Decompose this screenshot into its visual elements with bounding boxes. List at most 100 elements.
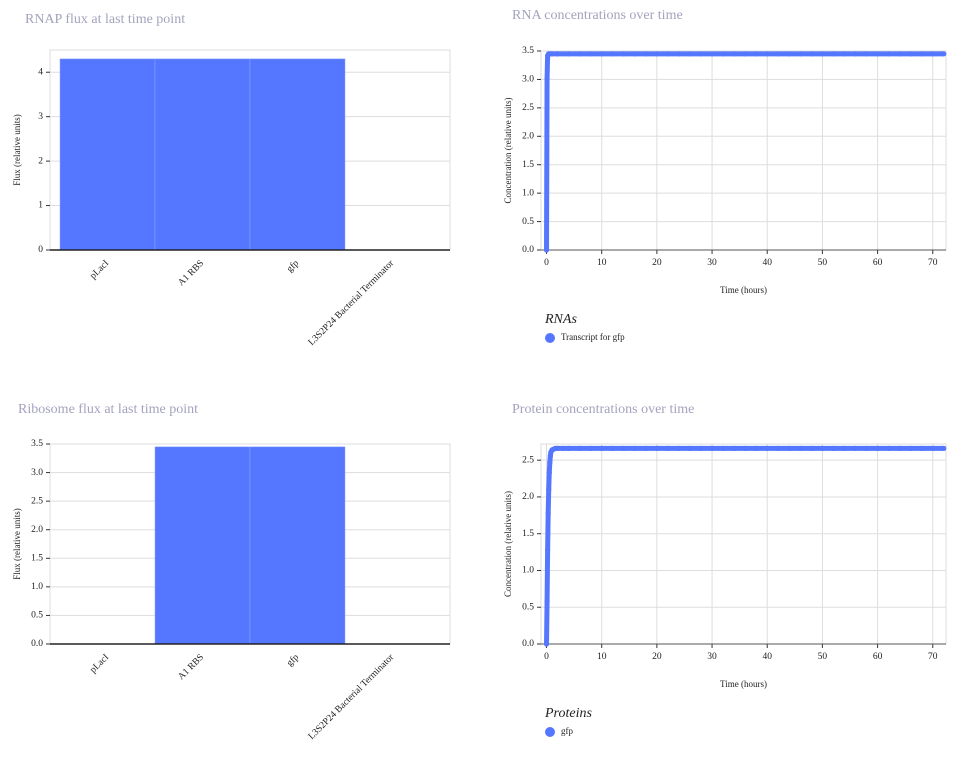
x-tick-label: 50 [818, 258, 828, 268]
y-axis-label: Concentration (relative units) [503, 491, 513, 597]
data-point [930, 445, 936, 452]
y-tick-label: 0.0 [522, 639, 534, 649]
data-point [830, 445, 837, 452]
x-tick-label: 70 [928, 258, 938, 268]
data-point [863, 445, 870, 452]
x-axis-label: Time (hours) [720, 285, 767, 295]
y-tick-label: 3.0 [31, 468, 43, 478]
data-point [560, 445, 566, 452]
data-point [897, 445, 903, 452]
chart-title: Ribosome flux at last time point [18, 402, 198, 417]
data-point [919, 51, 925, 57]
bar [154, 58, 251, 251]
data-point [687, 51, 693, 57]
legend-label: Transcript for gfp [561, 332, 625, 342]
y-tick-label: 2.0 [522, 131, 534, 141]
chart: RNA concentrations over time 0.0 0.5 1.0 1.5… [503, 8, 947, 343]
bar [59, 58, 156, 251]
y-tick-label: 1.0 [522, 566, 534, 576]
data-point [819, 51, 826, 57]
chart: Ribosome flux at last time point 0.0 0.5 1.… [12, 402, 451, 742]
legend-title: Proteins [544, 706, 592, 721]
y-axis-label: Flux (relative units) [12, 114, 22, 186]
x-tick-label: 10 [597, 258, 607, 268]
data-point [588, 51, 594, 57]
y-tick-label: 0 [38, 245, 43, 255]
data-point [930, 51, 936, 57]
data-point [621, 445, 627, 452]
x-tick-label: 0 [544, 258, 549, 268]
data-point [544, 598, 550, 604]
data-point [676, 445, 682, 452]
data-point [764, 51, 770, 57]
data-point [797, 445, 803, 452]
x-tick-label: 60 [873, 258, 883, 268]
y-tick-label: 1.5 [31, 553, 43, 563]
y-tick-label: 1.5 [522, 529, 534, 539]
x-tick-label: A1 RBS [177, 259, 207, 289]
data-point [698, 445, 704, 452]
y-tick-label: 3 [38, 112, 43, 122]
data-point [731, 51, 737, 57]
data-point [588, 445, 594, 452]
x-tick-label: 50 [818, 652, 828, 662]
series-line [544, 51, 944, 251]
data-point [545, 510, 551, 516]
data-point [941, 445, 947, 452]
x-tick-label: 30 [707, 258, 717, 268]
y-tick-label: 2.0 [31, 525, 43, 535]
data-point [919, 445, 925, 452]
data-point [709, 51, 715, 57]
x-tick-label: 60 [873, 652, 883, 662]
data-point [874, 445, 881, 452]
bar [249, 58, 346, 251]
x-tick-label: 30 [707, 652, 717, 662]
data-point [819, 445, 826, 452]
y-tick-label: 0.5 [522, 602, 534, 612]
x-tick-label: pLacI [88, 259, 111, 282]
y-tick-label: 3.5 [522, 46, 534, 56]
bar [154, 446, 251, 645]
data-point [554, 445, 561, 452]
data-point [599, 445, 605, 452]
data-point [654, 51, 660, 57]
y-tick-label: 0.5 [31, 611, 43, 621]
data-point [610, 51, 616, 57]
y-tick-label: 1 [38, 201, 43, 211]
data-point [753, 51, 759, 57]
data-point [698, 51, 704, 57]
data-point [665, 51, 671, 57]
legend-label: gfp [561, 726, 573, 736]
data-point [676, 51, 682, 57]
data-point [797, 51, 803, 57]
data-point [852, 445, 859, 452]
y-tick-label: 1.5 [522, 160, 534, 170]
y-tick-label: 0.0 [31, 639, 43, 649]
y-tick-label: 1.0 [522, 188, 534, 198]
data-point [577, 51, 583, 57]
data-point [886, 51, 892, 57]
data-point [610, 445, 616, 452]
data-point [841, 51, 848, 57]
data-point [874, 51, 881, 57]
data-point [841, 445, 848, 452]
x-tick-label: 0 [544, 652, 549, 662]
data-point [786, 445, 792, 452]
x-tick-label: 20 [652, 652, 662, 662]
data-point [720, 445, 726, 452]
x-tick-label: L3S2P24 Bacterial Terminator [307, 652, 397, 742]
y-tick-label: 2.5 [522, 455, 534, 465]
data-point [941, 51, 947, 57]
series-line [544, 445, 944, 645]
data-point [753, 445, 759, 452]
data-point [863, 51, 870, 57]
data-point [665, 445, 671, 452]
data-point [886, 445, 892, 452]
data-point [643, 445, 649, 452]
y-tick-label: 2 [38, 156, 43, 166]
data-point [742, 445, 748, 452]
data-point [720, 51, 726, 57]
chart-title: RNA concentrations over time [512, 8, 683, 23]
